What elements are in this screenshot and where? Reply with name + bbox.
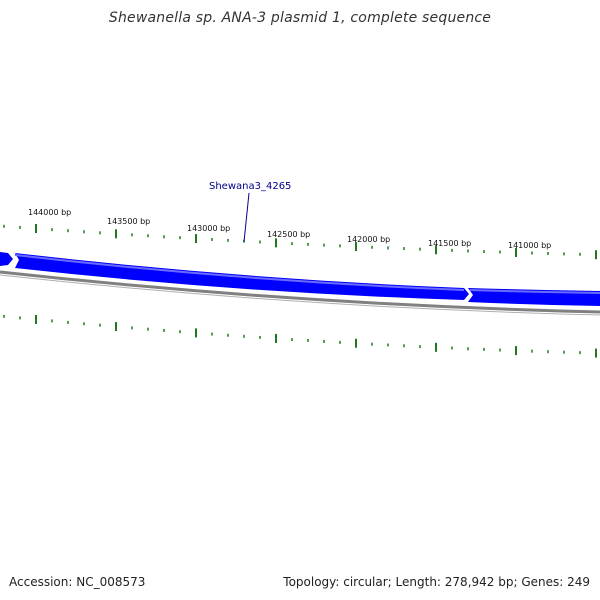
tick-label: 143500 bp xyxy=(107,217,150,226)
lower-tick-ruler xyxy=(3,314,597,358)
gene-arrow[interactable] xyxy=(0,252,13,266)
tick-labels: 144000 bp 143500 bp 143000 bp 142500 bp … xyxy=(28,208,551,250)
tick-label: 142000 bp xyxy=(347,235,390,244)
sequence-backbone xyxy=(0,270,600,314)
gene-label-leader xyxy=(243,192,250,243)
tick-label: 143000 bp xyxy=(187,224,230,233)
gene-track xyxy=(0,252,600,306)
accession-text: Accession: NC_008573 xyxy=(9,575,146,589)
gene-highlight xyxy=(14,254,465,291)
topology-summary: Topology: circular; Length: 278,942 bp; … xyxy=(283,575,590,589)
gene-highlight xyxy=(469,289,600,294)
map-title: Shewanella sp. ANA-3 plasmid 1, complete… xyxy=(108,10,492,26)
upper-tick-ruler xyxy=(3,224,597,260)
tick-label: 142500 bp xyxy=(267,230,310,239)
tick-label: 141500 bp xyxy=(428,239,471,248)
tick-label: 144000 bp xyxy=(28,208,71,217)
backbone-shadow xyxy=(0,274,600,316)
gene-label-shewana3-4265[interactable]: Shewana3_4265 xyxy=(209,181,291,192)
tick-label: 141000 bp xyxy=(508,241,551,250)
